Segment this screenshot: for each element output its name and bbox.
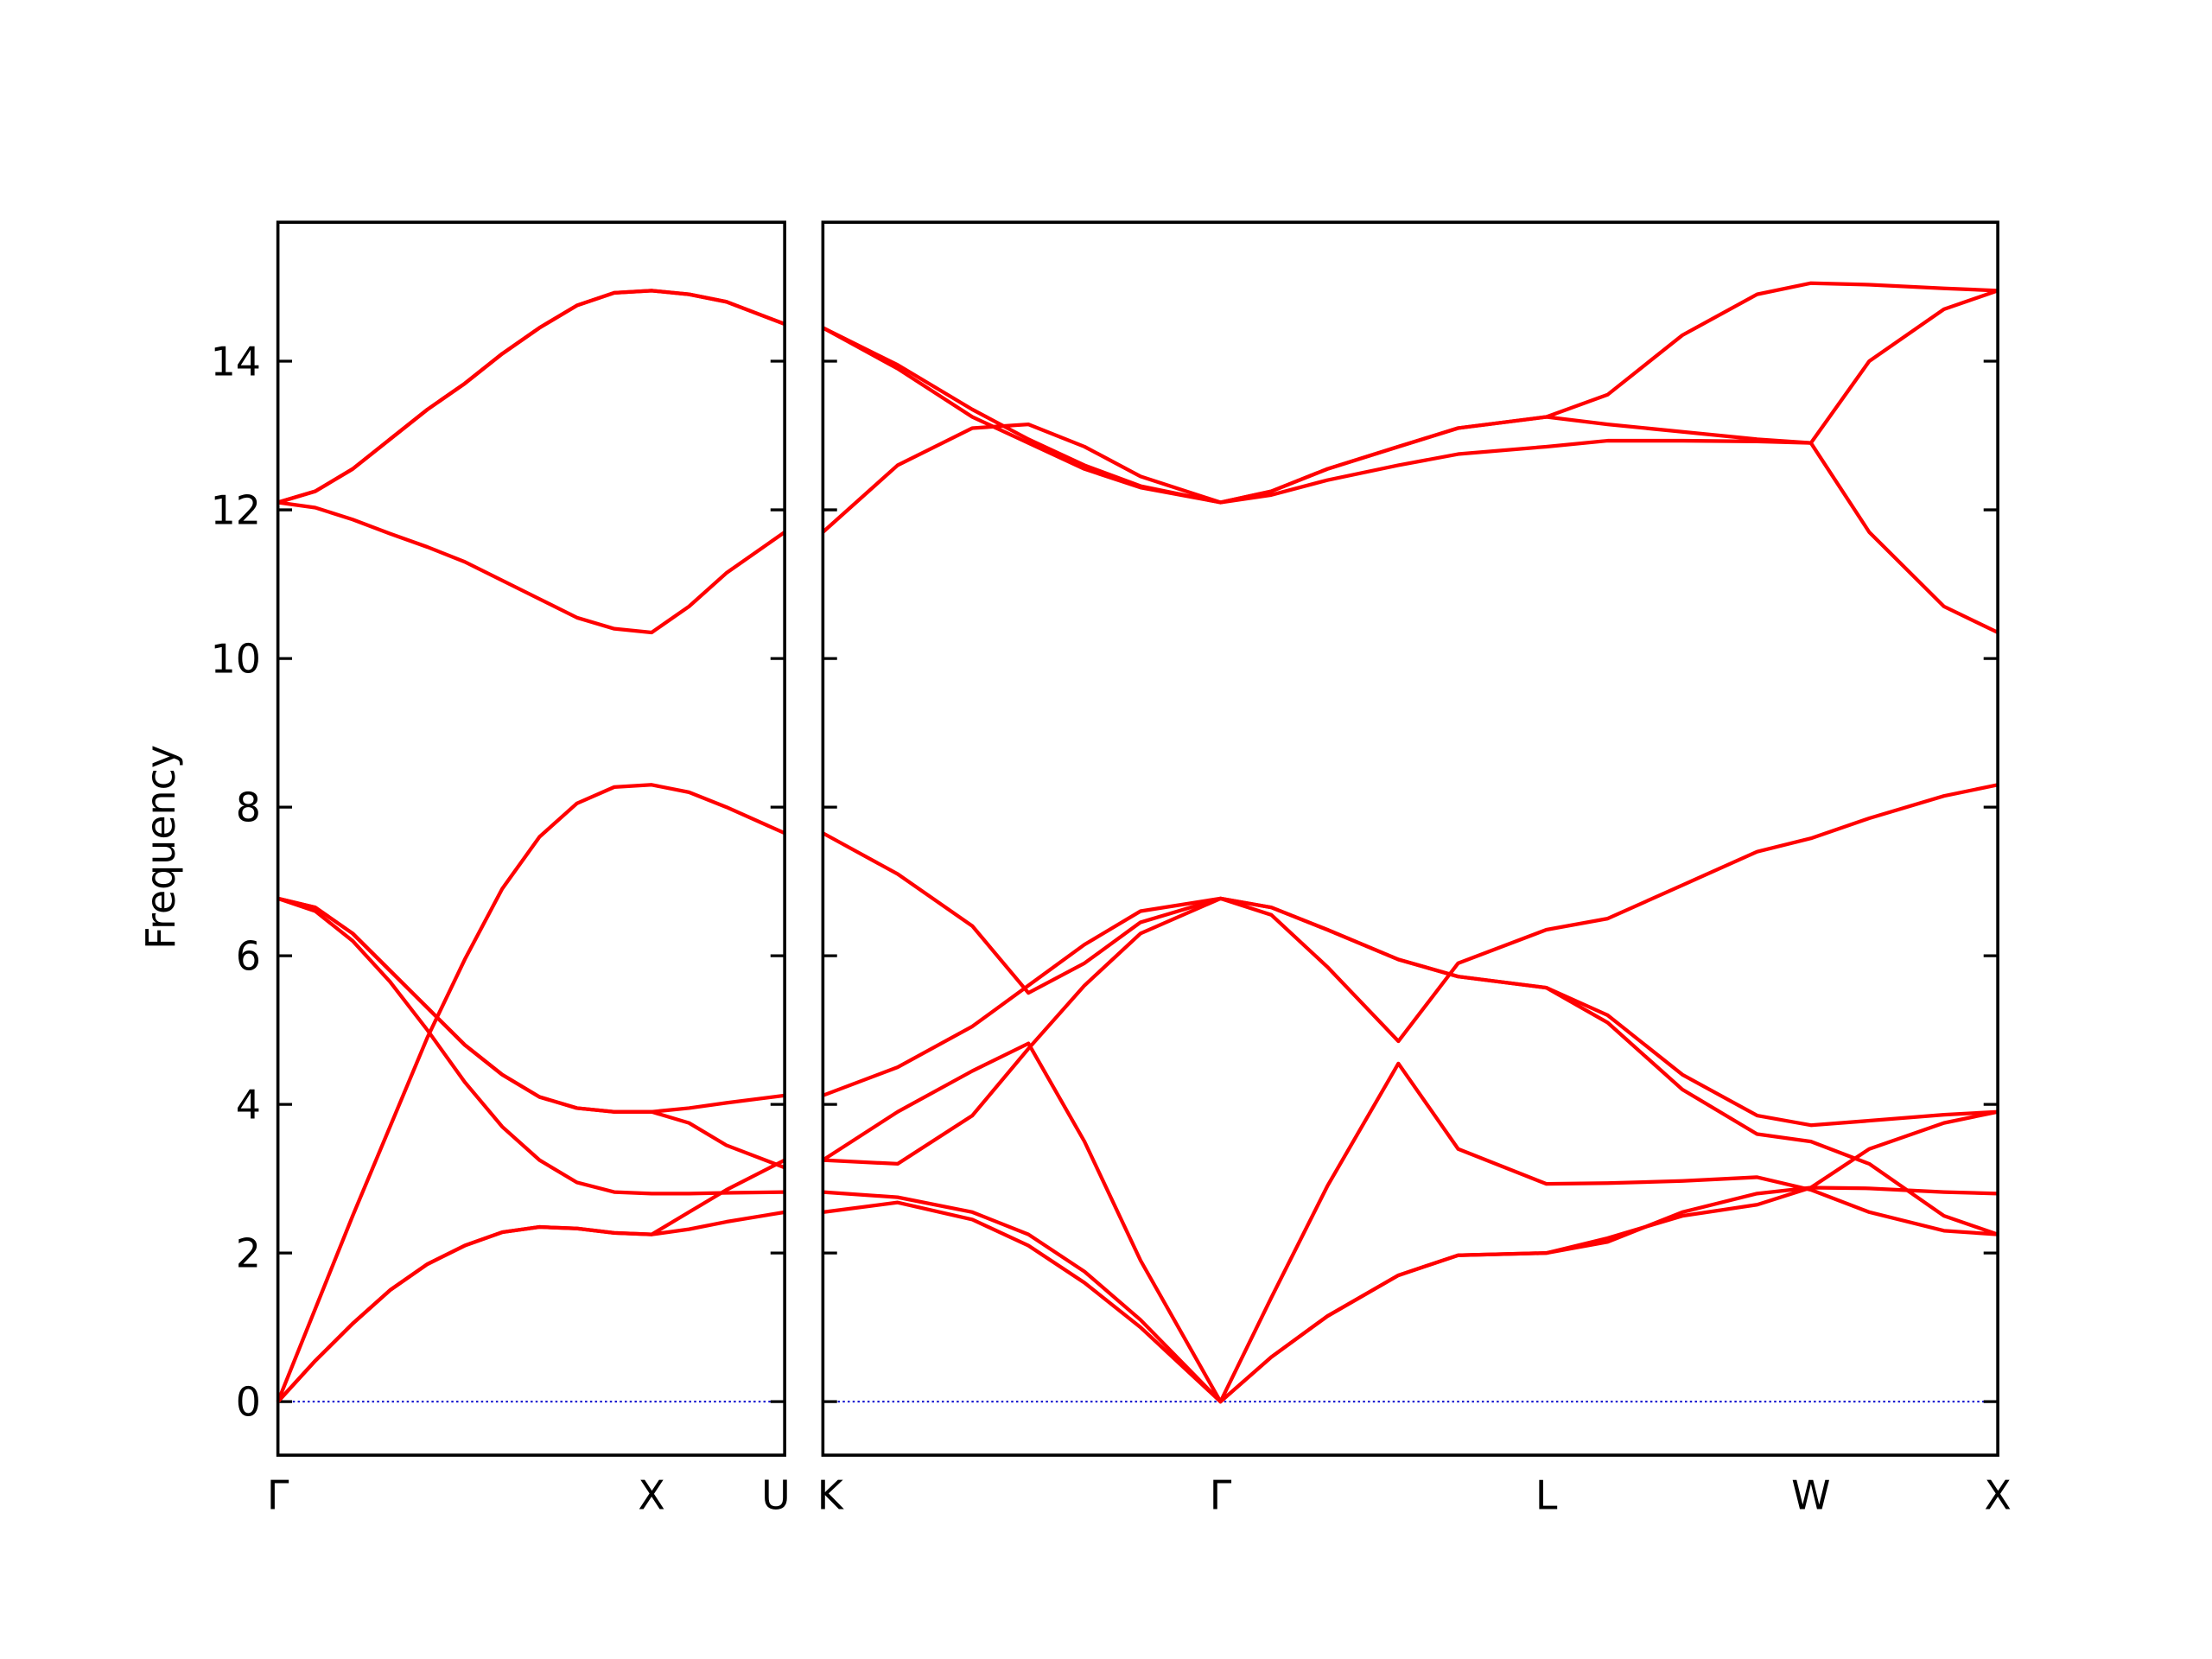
- band-line: [277, 896, 785, 1114]
- band-line: [822, 289, 1999, 505]
- band-line: [277, 289, 785, 505]
- band-line: [822, 281, 1999, 505]
- x-tick-label: X: [1984, 1471, 2011, 1518]
- y-tick-label: 4: [236, 1082, 261, 1128]
- y-tick-label: 14: [211, 338, 261, 385]
- plot-frame: [821, 220, 1999, 1457]
- band-line: [823, 1109, 1999, 1404]
- x-tick-label: U: [761, 1471, 791, 1518]
- band-line: [277, 289, 785, 505]
- band-line: [276, 896, 785, 1196]
- band-line: [821, 423, 1999, 634]
- band-line: [277, 896, 785, 1170]
- band-line: [822, 783, 1999, 1044]
- plot-frame: [276, 220, 786, 1457]
- x-tick-label: K: [817, 1471, 845, 1518]
- band-line: [823, 1185, 1999, 1404]
- x-tick-label: Γ: [1210, 1471, 1232, 1518]
- x-tick-label: L: [1535, 1471, 1558, 1518]
- band-line: [822, 1041, 1999, 1404]
- band-line: [277, 500, 786, 635]
- y-tick-label: 10: [211, 635, 261, 682]
- y-tick-label: 2: [236, 1230, 261, 1277]
- y-tick-label: 8: [236, 784, 261, 830]
- y-tick-label: 6: [236, 932, 261, 979]
- y-axis-label: Frequency: [137, 745, 184, 950]
- band-line: [276, 1210, 785, 1403]
- x-tick-label: X: [638, 1471, 664, 1518]
- band-line: [276, 1158, 786, 1403]
- x-tick-label: Γ: [267, 1471, 289, 1518]
- y-tick-label: 0: [236, 1379, 261, 1426]
- band-line: [822, 896, 1999, 1128]
- y-tick-label: 12: [211, 486, 261, 533]
- band-line: [823, 896, 1999, 1236]
- x-tick-label: W: [1791, 1471, 1830, 1518]
- band-line: [276, 783, 785, 1402]
